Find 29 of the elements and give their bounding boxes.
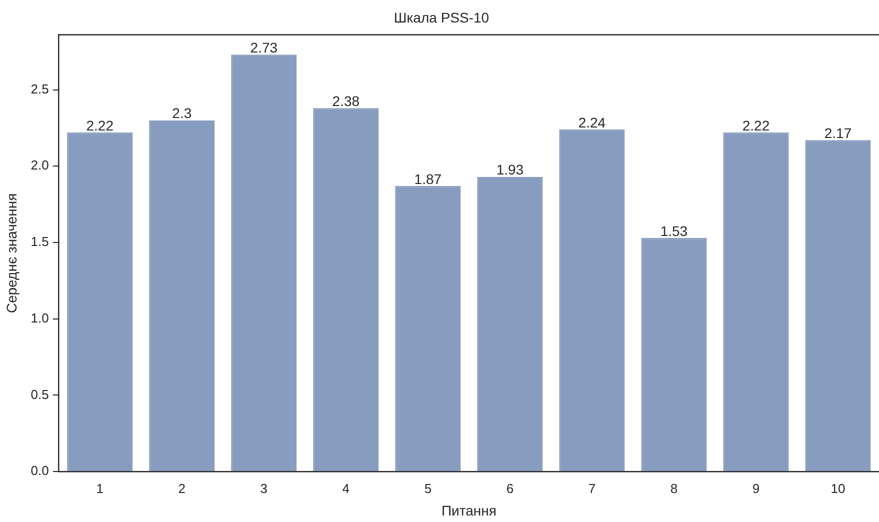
x-tick-label: 7 bbox=[588, 480, 596, 496]
y-tick-label: 1.5 bbox=[30, 234, 49, 250]
data-label: 2.38 bbox=[332, 92, 360, 109]
data-label: 2.17 bbox=[824, 125, 852, 142]
data-label: 1.87 bbox=[414, 170, 442, 187]
y-tick-label: 2.5 bbox=[30, 81, 49, 96]
data-label: 2.3 bbox=[172, 105, 192, 122]
x-tick-label: 6 bbox=[506, 480, 514, 496]
x-tick-label: 1 bbox=[96, 480, 104, 496]
x-tick-label: 3 bbox=[260, 480, 268, 496]
x-tick-label: 10 bbox=[830, 480, 846, 496]
x-tick-label: 5 bbox=[424, 480, 432, 496]
data-label: 2.24 bbox=[578, 114, 606, 130]
data-label: 2.22 bbox=[86, 117, 114, 134]
data-label: 2.22 bbox=[742, 117, 770, 134]
chart-title: Шкала PSS-10 bbox=[394, 9, 490, 26]
y-tick-label: 1.0 bbox=[30, 310, 49, 326]
data-label: 1.93 bbox=[496, 162, 524, 178]
y-tick-label: 0.0 bbox=[30, 463, 49, 478]
data-label: 1.53 bbox=[660, 222, 688, 239]
x-tick-label: 2 bbox=[178, 480, 186, 496]
x-tick-label: 9 bbox=[752, 480, 760, 496]
data-label: 2.73 bbox=[250, 40, 278, 56]
y-axis-title: Середнє значення bbox=[3, 193, 20, 314]
x-axis-title: Питання bbox=[441, 502, 496, 518]
x-tick-label: 4 bbox=[342, 480, 350, 496]
y-tick-label: 2.0 bbox=[30, 158, 49, 173]
x-tick-label: 8 bbox=[670, 480, 678, 496]
y-tick-label: 0.5 bbox=[30, 386, 49, 402]
